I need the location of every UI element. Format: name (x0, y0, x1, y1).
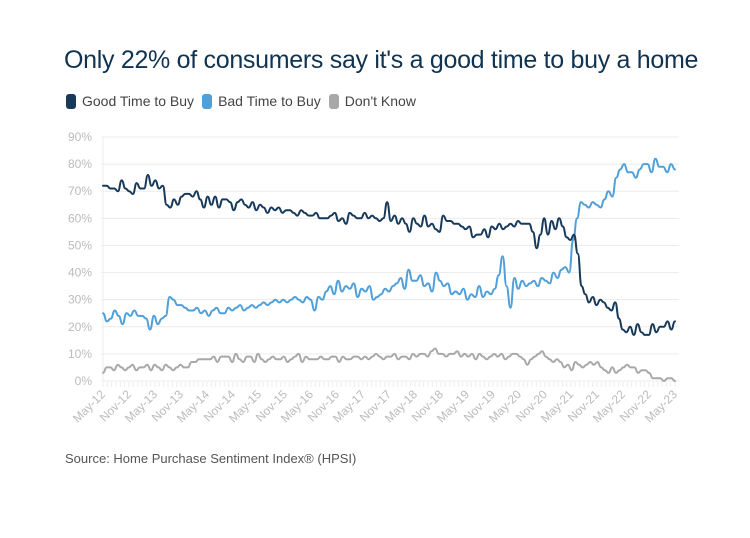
y-tick-label: 10% (68, 347, 92, 361)
y-tick-label: 30% (68, 293, 92, 307)
y-axis-ticks: 0% 10% 20% 30% 40% 50% 60% 70% 80% 90% (68, 130, 92, 388)
series-lines (102, 157, 676, 382)
y-tick-label: 20% (68, 320, 92, 334)
legend: Good Time to Buy Bad Time to Buy Don't K… (66, 93, 424, 109)
series-line-don-t-know (102, 347, 676, 382)
gridlines (101, 136, 679, 387)
y-tick-label: 90% (68, 130, 92, 144)
legend-item-bad: Bad Time to Buy (202, 93, 321, 109)
legend-label-good: Good Time to Buy (82, 93, 195, 109)
y-tick-label: 40% (68, 266, 92, 280)
y-tick-label: 60% (68, 211, 92, 225)
legend-swatch-bad (202, 93, 213, 109)
series-line-bad-time-to-buy (102, 157, 676, 331)
y-tick-label: 0% (75, 374, 93, 388)
legend-swatch-good (66, 93, 76, 109)
legend-item-dontknow: Don't Know (328, 93, 416, 109)
y-tick-label: 70% (68, 184, 92, 198)
source-note: Source: Home Purchase Sentiment Index® (… (65, 451, 357, 466)
legend-swatch-dontknow (328, 93, 339, 109)
legend-label-bad: Bad Time to Buy (218, 93, 321, 109)
legend-item-good: Good Time to Buy (66, 93, 194, 109)
legend-label-dontknow: Don't Know (344, 93, 416, 109)
y-tick-label: 50% (68, 238, 92, 252)
y-tick-label: 80% (68, 157, 92, 171)
series-line-good-time-to-buy (102, 174, 676, 336)
x-axis-ticks: May-12Nov-12May-13Nov-13May-14Nov-14May-… (70, 387, 680, 425)
chart-title: Only 22% of consumers say it's a good ti… (64, 46, 699, 74)
